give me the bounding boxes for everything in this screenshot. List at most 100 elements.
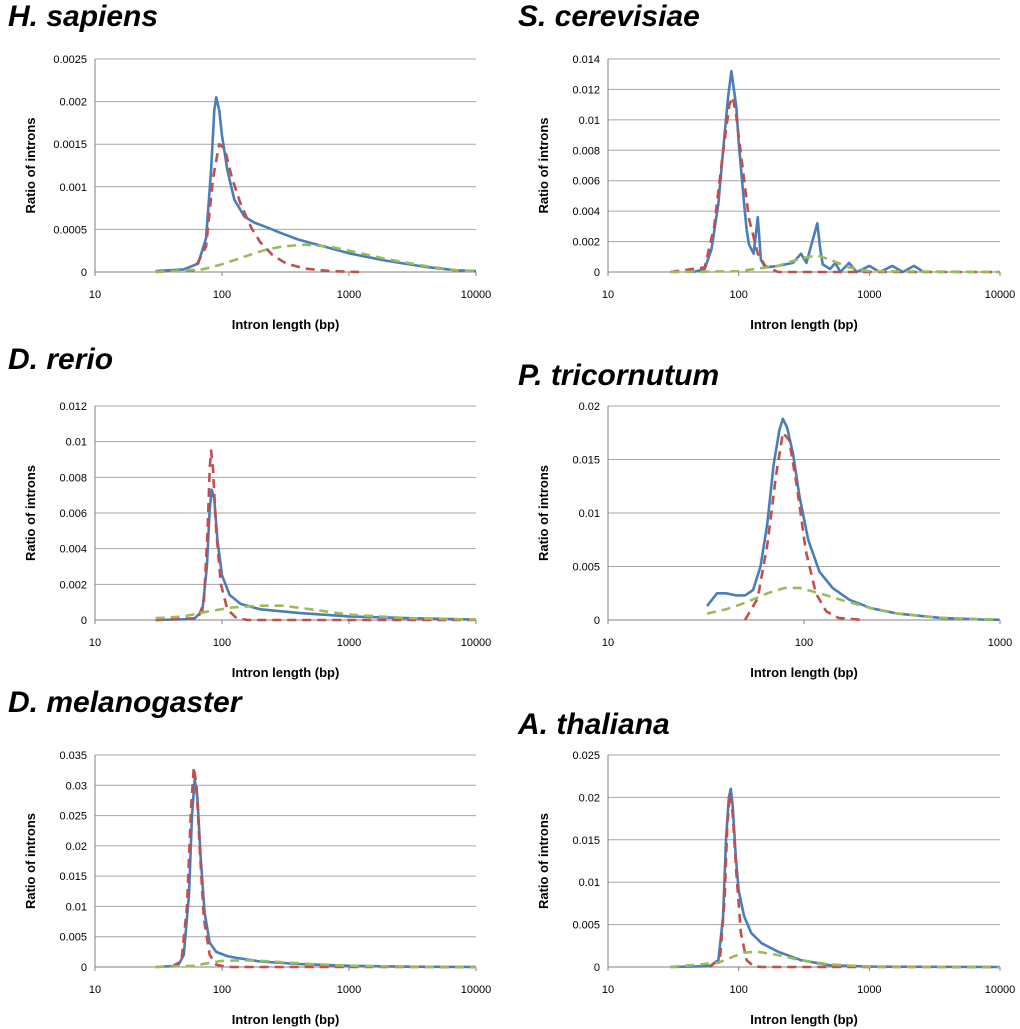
y-tick-label: 0.004 xyxy=(59,544,87,556)
y-axis-title: Ratio of introns xyxy=(23,465,38,561)
y-tick-label: 0.005 xyxy=(59,932,87,944)
series-line-1 xyxy=(693,69,925,274)
y-axis-title: Ratio of introns xyxy=(23,813,38,909)
y-tick-label: 0.025 xyxy=(59,811,87,823)
y-tick-label: 0.005 xyxy=(572,562,600,574)
y-tick-label: 0.002 xyxy=(572,237,600,249)
y-tick-label: 0.01 xyxy=(579,115,600,127)
y-tick-label: 0.035 xyxy=(59,750,87,762)
chart-panel-p-tricornutum: P. tricornutum 0 0.005 0.01 0.015 0.02 10 100 1… xyxy=(510,343,1020,686)
x-tick-label: 1000 xyxy=(337,289,361,301)
y-tick-label: 0.0025 xyxy=(53,54,87,66)
y-tick-label: 0.006 xyxy=(59,508,87,520)
x-tick-label: 1000 xyxy=(857,289,881,301)
chart-panel-d-rerio: D. rerio 0 0.002 0.004 0.006 0.008 0.01 0.012 1… xyxy=(0,343,510,686)
x-axis-title: Intron length (bp) xyxy=(232,317,340,332)
y-tick-label: 0 xyxy=(594,615,600,627)
series-line-2 xyxy=(155,449,476,622)
y-tick-label: 0.02 xyxy=(579,792,600,804)
y-axis-title: Ratio of introns xyxy=(23,117,38,213)
x-tick-label: 1000 xyxy=(337,984,361,996)
series-line-2 xyxy=(708,791,1000,969)
y-tick-label: 0.001 xyxy=(59,182,87,194)
x-axis-title: Intron length (bp) xyxy=(232,665,340,680)
y-tick-label: 0 xyxy=(594,962,600,974)
x-tick-label: 100 xyxy=(213,637,231,649)
y-tick-label: 0.014 xyxy=(572,54,600,66)
chart-plot: 0 0.0005 0.001 0.0015 0.002 0.0025 10 100 1000 10… xyxy=(23,54,492,332)
series-line-3 xyxy=(670,254,1001,274)
y-tick-label: 0.02 xyxy=(66,841,87,853)
y-tick-label: 0.015 xyxy=(572,455,600,467)
y-tick-label: 0.02 xyxy=(579,401,600,413)
y-tick-label: 0.01 xyxy=(579,508,600,520)
x-tick-label: 10 xyxy=(89,984,101,996)
series-line-2 xyxy=(743,431,864,622)
x-axis-title: Intron length (bp) xyxy=(750,665,858,680)
y-tick-label: 0.004 xyxy=(572,206,600,218)
y-tick-label: 0.008 xyxy=(59,472,87,484)
x-tick-label: 100 xyxy=(213,984,231,996)
series-line-1 xyxy=(155,777,477,969)
x-tick-label: 1000 xyxy=(988,637,1012,649)
chart-title: P. tricornutum xyxy=(518,359,720,392)
y-tick-label: 0.0005 xyxy=(53,224,87,236)
x-tick-label: 10000 xyxy=(461,984,492,996)
x-tick-label: 1000 xyxy=(857,984,881,996)
y-tick-label: 0.025 xyxy=(572,750,600,762)
series-line-1 xyxy=(155,96,477,273)
y-tick-label: 0 xyxy=(81,962,87,974)
series-line-3 xyxy=(155,959,477,969)
chart-plot: 0 0.002 0.004 0.006 0.008 0.01 0.012 10 100 1000 1… xyxy=(23,401,492,680)
chart-title: D. melanogaster xyxy=(8,686,242,719)
y-tick-label: 0 xyxy=(81,615,87,627)
y-tick-label: 0.012 xyxy=(572,84,600,96)
y-tick-label: 0.012 xyxy=(59,401,87,413)
chart-plot: 0 0.005 0.01 0.015 0.02 0.025 0.03 0.035 10 100 10… xyxy=(23,750,492,1027)
x-tick-label: 10000 xyxy=(461,637,492,649)
chart-plot: 0 0.005 0.01 0.015 0.02 10 100 1000 Intron lengt… xyxy=(536,401,1012,680)
y-tick-label: 0.015 xyxy=(59,871,87,883)
y-tick-label: 0.015 xyxy=(572,835,600,847)
y-axis-title: Ratio of introns xyxy=(536,813,551,909)
x-tick-label: 10 xyxy=(602,984,614,996)
chart-title: S. cerevisiae xyxy=(518,0,700,33)
y-tick-label: 0.01 xyxy=(579,877,600,889)
x-tick-label: 1000 xyxy=(337,637,361,649)
x-tick-label: 10000 xyxy=(461,289,492,301)
x-axis-title: Intron length (bp) xyxy=(750,317,858,332)
y-tick-label: 0.008 xyxy=(572,145,600,157)
x-tick-label: 10 xyxy=(602,637,614,649)
series-line-3 xyxy=(706,586,1001,622)
y-tick-label: 0 xyxy=(594,267,600,279)
y-tick-label: 0.006 xyxy=(572,176,600,188)
series-line-3 xyxy=(155,604,477,621)
series-line-2 xyxy=(170,765,476,969)
x-tick-label: 100 xyxy=(213,289,231,301)
x-tick-label: 10000 xyxy=(985,984,1016,996)
chart-plot: 0 0.002 0.004 0.006 0.008 0.01 0.012 0.014 10 100… xyxy=(536,54,1016,332)
series-line-2 xyxy=(670,95,1000,274)
chart-panel-d-melanogaster: D. melanogaster 0 0.005 0.01 0.015 0.02 0.025… xyxy=(0,686,510,1029)
y-tick-label: 0 xyxy=(81,267,87,279)
y-tick-label: 0.005 xyxy=(572,920,600,932)
series-line-2 xyxy=(155,142,360,274)
y-tick-label: 0.03 xyxy=(66,780,87,792)
x-tick-label: 100 xyxy=(729,984,747,996)
x-axis-title: Intron length (bp) xyxy=(232,1012,340,1027)
series-line-3 xyxy=(155,243,477,274)
x-tick-label: 10 xyxy=(602,289,614,301)
chart-panel-h-sapiens: H. sapiens 0 0.0005 0.001 0.0015 0.002 0.0025… xyxy=(0,0,510,343)
x-tick-label: 100 xyxy=(795,637,813,649)
x-tick-label: 10 xyxy=(89,637,101,649)
y-tick-label: 0.002 xyxy=(59,97,87,109)
series-line-1 xyxy=(670,787,1001,969)
x-tick-label: 10000 xyxy=(985,289,1016,301)
chart-panel-s-cerevisiae: S. cerevisiae 0 0.002 0.004 0.006 0.008 0.01 0… xyxy=(510,0,1020,343)
y-tick-label: 0.01 xyxy=(66,901,87,913)
y-tick-label: 0.002 xyxy=(59,579,87,591)
x-tick-label: 100 xyxy=(729,289,747,301)
y-tick-label: 0.0015 xyxy=(53,139,87,151)
y-axis-title: Ratio of introns xyxy=(536,465,551,561)
series-line-3 xyxy=(670,950,1001,969)
